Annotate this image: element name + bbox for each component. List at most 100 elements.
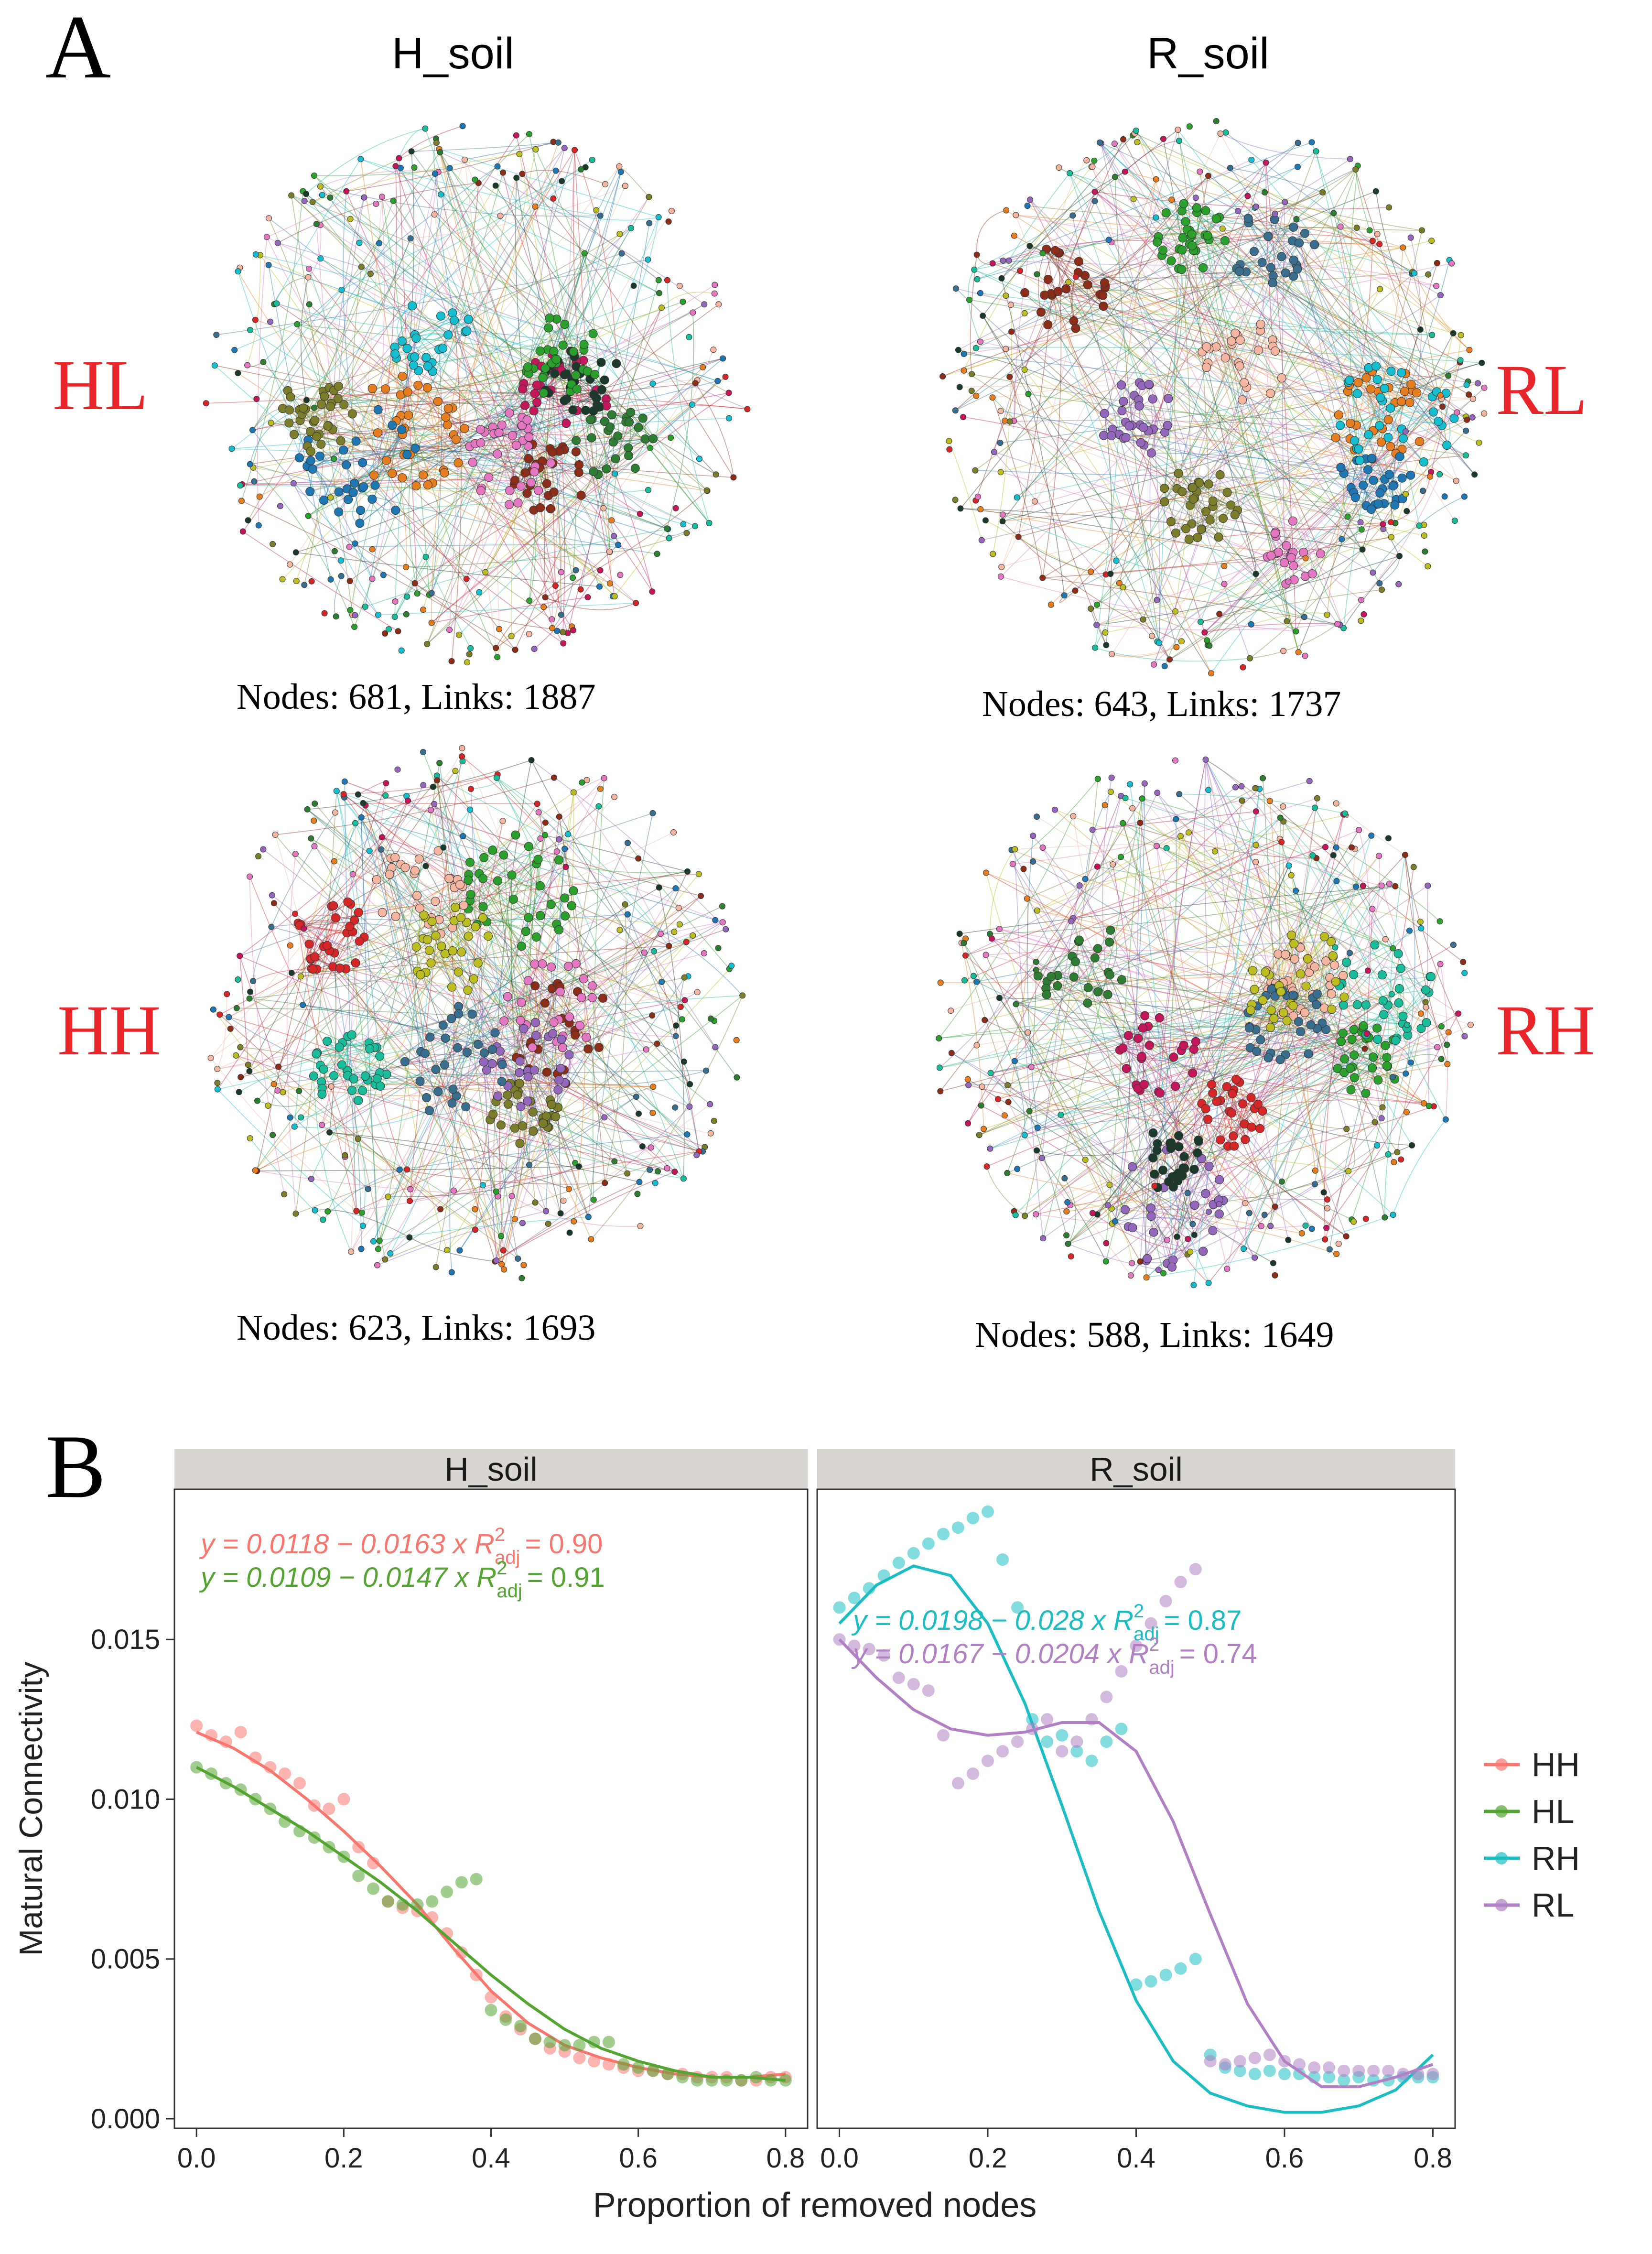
- x-tick-label: 0.8: [766, 2143, 805, 2174]
- legend: HH HL RH RL: [1484, 1746, 1580, 1924]
- network-nodes: [939, 118, 1488, 677]
- data-point: [1159, 1595, 1172, 1607]
- data-point: [892, 1671, 905, 1684]
- facet-h-soil: H_soil 0.0 0.2 0.4 0.6 0.8 0.000 0.005 0.010 0.01…: [91, 1449, 809, 2174]
- network-nodes: [207, 745, 746, 1281]
- data-point: [367, 1882, 379, 1895]
- data-point: [967, 1767, 979, 1780]
- legend-entry-rl: RL: [1484, 1886, 1574, 1924]
- facet-strip: [174, 1449, 808, 1489]
- data-point: [1263, 2064, 1276, 2077]
- data-point: [1174, 1575, 1187, 1588]
- data-point: [848, 1639, 861, 1652]
- network-label-rh: RH: [1496, 991, 1596, 1070]
- data-point: [1056, 1745, 1069, 1758]
- facet-strip: [817, 1449, 1455, 1489]
- data-point: [982, 1505, 994, 1518]
- fit-line: [838, 1564, 1434, 2114]
- data-point: [1100, 1735, 1113, 1748]
- data-point: [323, 1802, 335, 1815]
- x-tick-label: 0.2: [969, 2143, 1007, 2174]
- data-point: [558, 2039, 571, 2052]
- network-stats-rh: Nodes: 588, Links: 1649: [975, 1315, 1334, 1355]
- network-edges: [210, 748, 743, 1273]
- data-point: [877, 1649, 890, 1662]
- data-point: [603, 2036, 615, 2048]
- data-point: [907, 1678, 920, 1690]
- series-rh: [833, 1505, 1439, 2114]
- data-point: [937, 1528, 950, 1540]
- regression-equation: y = 0.0167 − 0.0204 x R2 adj = 0.74: [851, 1634, 1257, 1678]
- regression-equation: y = 0.0109 − 0.0147 x R2 adj = 0.91: [199, 1558, 605, 1602]
- col-title-r-soil: R_soil: [1147, 29, 1269, 78]
- data-point: [543, 2036, 556, 2048]
- data-point: [982, 1755, 994, 1767]
- data-point: [1352, 2064, 1365, 2077]
- legend-key-point: [1495, 1758, 1508, 1771]
- data-point: [514, 2020, 527, 2033]
- network-label-hh: HH: [57, 991, 161, 1070]
- data-point: [833, 1601, 846, 1614]
- data-point: [1011, 1735, 1024, 1748]
- data-point: [441, 1886, 453, 1898]
- legend-entry-hl: HL: [1484, 1793, 1574, 1830]
- y-tick-label: 0.000: [91, 2103, 160, 2135]
- data-point: [996, 1745, 1009, 1758]
- data-point: [632, 2061, 645, 2074]
- x-tick-label: 0.0: [820, 2143, 859, 2174]
- legend-key-point: [1495, 1852, 1508, 1864]
- network-nodes: [203, 123, 751, 666]
- data-point: [588, 2055, 601, 2068]
- network-rl: [939, 118, 1488, 677]
- legend-label: HL: [1532, 1793, 1574, 1830]
- data-point: [1130, 1639, 1143, 1652]
- network-label-hl: HL: [53, 346, 148, 425]
- data-point: [1070, 1745, 1083, 1758]
- data-point: [1115, 1723, 1128, 1735]
- network-hl: [203, 123, 751, 666]
- data-point: [279, 1767, 292, 1780]
- data-point: [1130, 1978, 1143, 1991]
- data-point: [1248, 2068, 1261, 2081]
- data-point: [1293, 2058, 1306, 2071]
- data-point: [573, 2051, 586, 2064]
- panel-a-letter: A: [45, 0, 111, 98]
- data-point: [470, 1873, 483, 1886]
- data-point: [352, 1869, 365, 1882]
- regression-equation: y = 0.0118 − 0.0163 x R2 adj = 0.90: [199, 1524, 603, 1568]
- data-point: [234, 1726, 247, 1739]
- data-point: [367, 1857, 379, 1870]
- y-tick-label: 0.005: [91, 1944, 160, 1975]
- data-point: [1219, 2058, 1231, 2071]
- x-axis-label: Proportion of removed nodes: [593, 2186, 1037, 2224]
- data-point: [1011, 1601, 1024, 1614]
- data-point: [863, 1643, 875, 1656]
- network-label-rl: RL: [1496, 350, 1587, 430]
- x-tick-label: 0.0: [177, 2143, 216, 2174]
- data-point: [264, 1761, 277, 1774]
- series-hl: [190, 1761, 792, 2087]
- y-tick-label: 0.015: [91, 1624, 160, 1655]
- data-point: [1233, 2064, 1246, 2077]
- legend-entry-rh: RH: [1484, 1840, 1580, 1877]
- panel-b-letter: B: [45, 1417, 106, 1517]
- data-point: [485, 2004, 497, 2016]
- legend-label: HH: [1532, 1746, 1580, 1783]
- facet-title: H_soil: [444, 1451, 538, 1488]
- data-point: [573, 2039, 586, 2052]
- legend-key-point: [1495, 1899, 1508, 1911]
- network-nodes: [936, 756, 1474, 1289]
- network-stats-hh: Nodes: 623, Links: 1693: [237, 1308, 596, 1348]
- data-point: [996, 1553, 1009, 1566]
- data-point: [190, 1719, 203, 1732]
- x-tick-label: 0.6: [619, 2143, 658, 2174]
- data-point: [1100, 1690, 1113, 1703]
- connectivity-chart: H_soil 0.0 0.2 0.4 0.6 0.8 0.000 0.005 0.010 0.01…: [13, 1449, 1580, 2224]
- data-point: [1070, 1735, 1083, 1748]
- data-point: [1233, 2055, 1246, 2068]
- data-point: [951, 1777, 964, 1789]
- x-tick-label: 0.8: [1414, 2143, 1452, 2174]
- plot-frame: [173, 1488, 809, 2129]
- x-tick-label: 0.4: [472, 2143, 510, 2174]
- x-tick-label: 0.4: [1117, 2143, 1155, 2174]
